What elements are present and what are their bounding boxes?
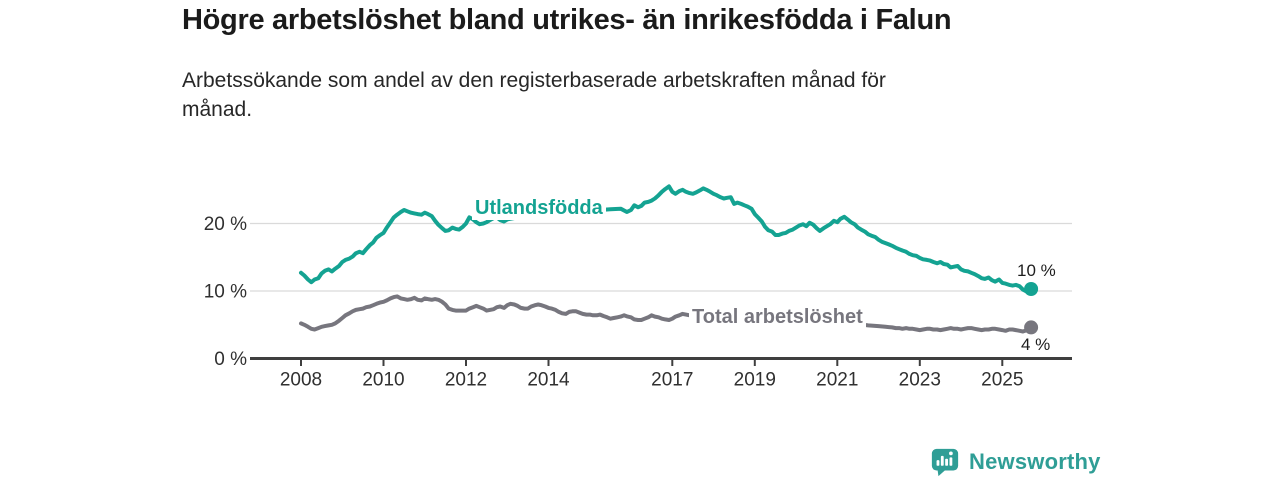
subtitle-line-2: månad. xyxy=(182,98,253,121)
x-tick-label-2019: 2019 xyxy=(734,370,776,391)
chart-subtitle: Arbetssökande som andel av den registerb… xyxy=(182,66,886,124)
x-tick-label-2008: 2008 xyxy=(280,370,322,391)
newsworthy-chart-bubble-icon xyxy=(931,448,959,477)
x-tick-label-2010: 2010 xyxy=(362,370,404,391)
x-tick-label-2014: 2014 xyxy=(527,370,570,391)
x-tick-label-2023: 2023 xyxy=(899,370,941,391)
subtitle-line-1: Arbetssökande som andel av den registerb… xyxy=(182,69,886,92)
series-label-utlandsfodda: Utlandsfödda xyxy=(472,196,606,220)
x-tick-label-2025: 2025 xyxy=(981,370,1023,391)
newsworthy-logo[interactable]: Newsworthy xyxy=(930,446,1101,478)
y-tick-label-20: 20 % xyxy=(204,214,247,235)
y-tick-label-0: 0 % xyxy=(214,349,247,370)
x-tick-label-2021: 2021 xyxy=(816,370,858,391)
series-end-dot-0 xyxy=(1024,282,1039,296)
series-label-total-arbetsloshet: Total arbetslöshet xyxy=(689,305,866,329)
brand-name: Newsworthy xyxy=(969,449,1101,474)
series-line-1 xyxy=(299,294,1034,334)
x-tick-label-2017: 2017 xyxy=(651,370,693,391)
series-line-0 xyxy=(299,184,1034,294)
series-end-dot-1 xyxy=(1024,320,1039,335)
end-value-label-utlandsfodda: 10 % xyxy=(1017,261,1056,280)
y-tick-label-10: 10 % xyxy=(204,282,247,303)
end-value-label-total: 4 % xyxy=(1021,335,1051,354)
x-tick-label-2012: 2012 xyxy=(445,370,487,391)
page-title: Högre arbetslöshet bland utrikes- än inr… xyxy=(182,4,952,36)
